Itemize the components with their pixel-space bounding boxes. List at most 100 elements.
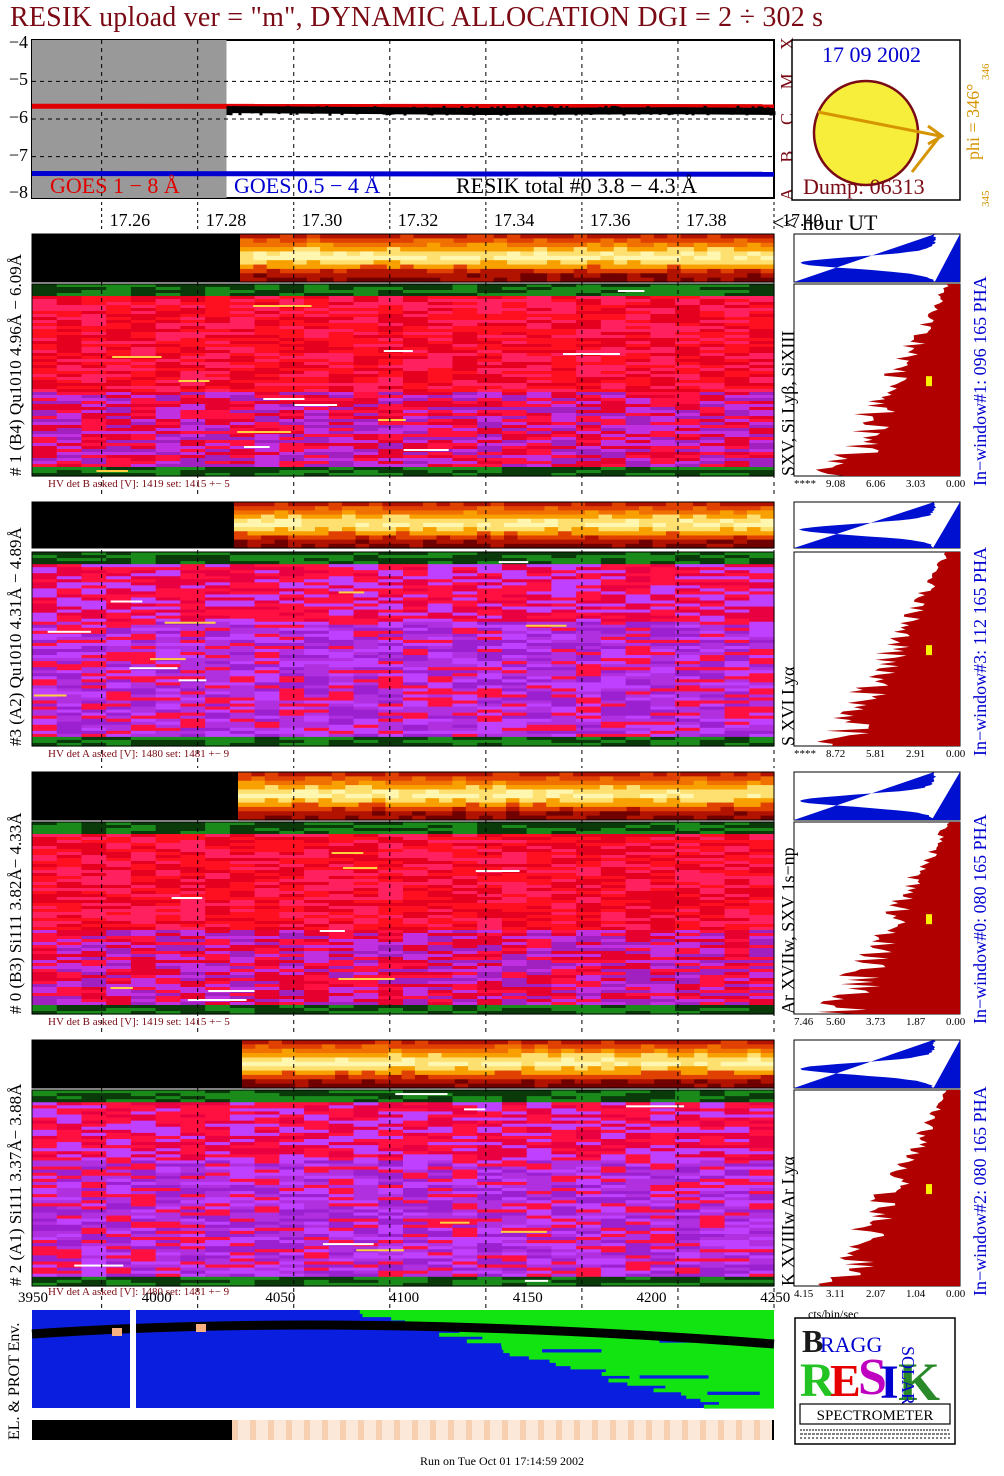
spectrum-cell — [333, 268, 348, 274]
spectrum-cell — [452, 350, 478, 354]
spectrum-cell — [526, 449, 552, 453]
spectrum-cell — [576, 558, 602, 562]
spectrum-cell — [353, 359, 379, 363]
spectrum-cell — [342, 539, 357, 545]
spectrum-cell — [130, 473, 157, 477]
spectrum-cell — [501, 627, 528, 632]
spectrum-cell — [650, 742, 676, 747]
spectrum-cell — [229, 688, 256, 693]
spectrum-cell — [724, 733, 750, 738]
spectrum-cell — [675, 673, 701, 677]
resik-total-point — [604, 105, 608, 110]
spectrum-cell — [155, 299, 181, 303]
spectrum-cell — [463, 535, 478, 541]
spectrum-cell — [699, 682, 726, 686]
spectrum-cell — [551, 612, 577, 617]
spectrum-cell — [551, 606, 577, 611]
spectrum-cell — [576, 443, 602, 447]
spectrum-cell — [504, 527, 519, 532]
resik-total-point — [274, 106, 278, 111]
spectrum-cell — [81, 410, 107, 414]
spectrum-cell — [699, 570, 726, 574]
spectrum-cell — [533, 264, 548, 270]
spectrum-cell — [360, 242, 375, 248]
spectrum-cell — [724, 667, 750, 671]
spectrum-cell — [106, 314, 132, 318]
spectrum-cell — [81, 446, 107, 450]
spectrum-cell — [304, 742, 330, 747]
spectrum-cell — [600, 437, 627, 441]
spectrum-cell — [675, 558, 701, 562]
spectrum-cell — [155, 425, 181, 429]
spectrum-cell — [378, 721, 404, 726]
spectrum-cell — [600, 606, 627, 611]
spectrum-cell — [501, 383, 528, 387]
spectrum-cell — [452, 624, 478, 629]
spectrum-cell — [477, 685, 503, 690]
spectrum-cell — [625, 594, 651, 599]
spectrum-cell — [274, 543, 289, 549]
spectrum-cell — [749, 464, 775, 468]
spectrum-cell — [551, 383, 577, 387]
spectrum-cell — [403, 470, 429, 474]
spectrum-cell — [130, 721, 157, 726]
spectrum-cell — [600, 579, 627, 583]
spectrum-cell — [304, 715, 330, 720]
spectrum-cell — [81, 293, 107, 297]
spectrum-cell — [427, 335, 454, 339]
spectrum-cell — [450, 527, 465, 532]
spectrum-cell — [396, 543, 411, 549]
spectrum-cell — [81, 579, 107, 583]
spectrum-cell — [229, 287, 256, 291]
resik-total-point — [649, 110, 653, 115]
spectrum-cell — [253, 260, 268, 266]
spectrum-cell — [612, 510, 627, 516]
spectrum-cell — [56, 407, 83, 411]
spectrum-cell — [155, 353, 181, 357]
spectrum-cell — [56, 615, 83, 620]
spectrum-cell — [625, 461, 651, 465]
spectrum-cell — [205, 615, 231, 620]
resik-total-point — [631, 107, 635, 112]
spectrum-cell — [733, 527, 748, 532]
spectrum-cell — [180, 389, 206, 393]
spectrum-cell — [699, 688, 726, 693]
spectrum-cell — [378, 308, 404, 312]
spectrum-cell — [693, 255, 708, 261]
spectrum-cell — [229, 570, 256, 574]
spectrum-cell — [180, 691, 206, 696]
spectrum-cell — [600, 392, 627, 396]
spectrum-cell — [254, 585, 280, 589]
spectrum-cell — [106, 709, 132, 714]
spectrum-cell — [403, 452, 429, 456]
spectrum-cell — [205, 422, 231, 426]
spectrum-cell — [130, 633, 157, 638]
spectrum-cell — [266, 255, 281, 261]
spectrum-cell — [749, 332, 775, 336]
spectrum-cell — [699, 712, 726, 717]
spectrum-cell — [625, 561, 651, 565]
spectrum-cell — [526, 612, 552, 617]
spectrum-cell — [304, 329, 330, 333]
spectrum-cell — [304, 314, 330, 318]
spectrum-cell — [666, 543, 681, 549]
spectrum-cell — [353, 320, 379, 324]
spectrum-cell — [279, 320, 305, 324]
spectrum-cell — [453, 234, 468, 239]
spectrum-cell — [699, 642, 726, 647]
spectrum-cell — [733, 518, 748, 524]
spectrum-cell — [526, 395, 552, 399]
spectrum-cell — [650, 642, 676, 647]
spectrum-cell — [205, 579, 231, 583]
spectrum-cell — [675, 287, 701, 291]
spectrum-cell — [576, 691, 602, 696]
spectrum-cell — [625, 404, 651, 408]
spectrum-cell — [477, 564, 503, 568]
spectrum-cell — [205, 676, 231, 680]
spectrum-cell — [477, 461, 503, 465]
spectrum-cell — [205, 332, 231, 336]
spectrum-cell — [229, 356, 256, 360]
spectrum-cell — [477, 434, 503, 438]
spectrum-cell — [353, 697, 379, 702]
spectrum-cell — [650, 305, 676, 309]
